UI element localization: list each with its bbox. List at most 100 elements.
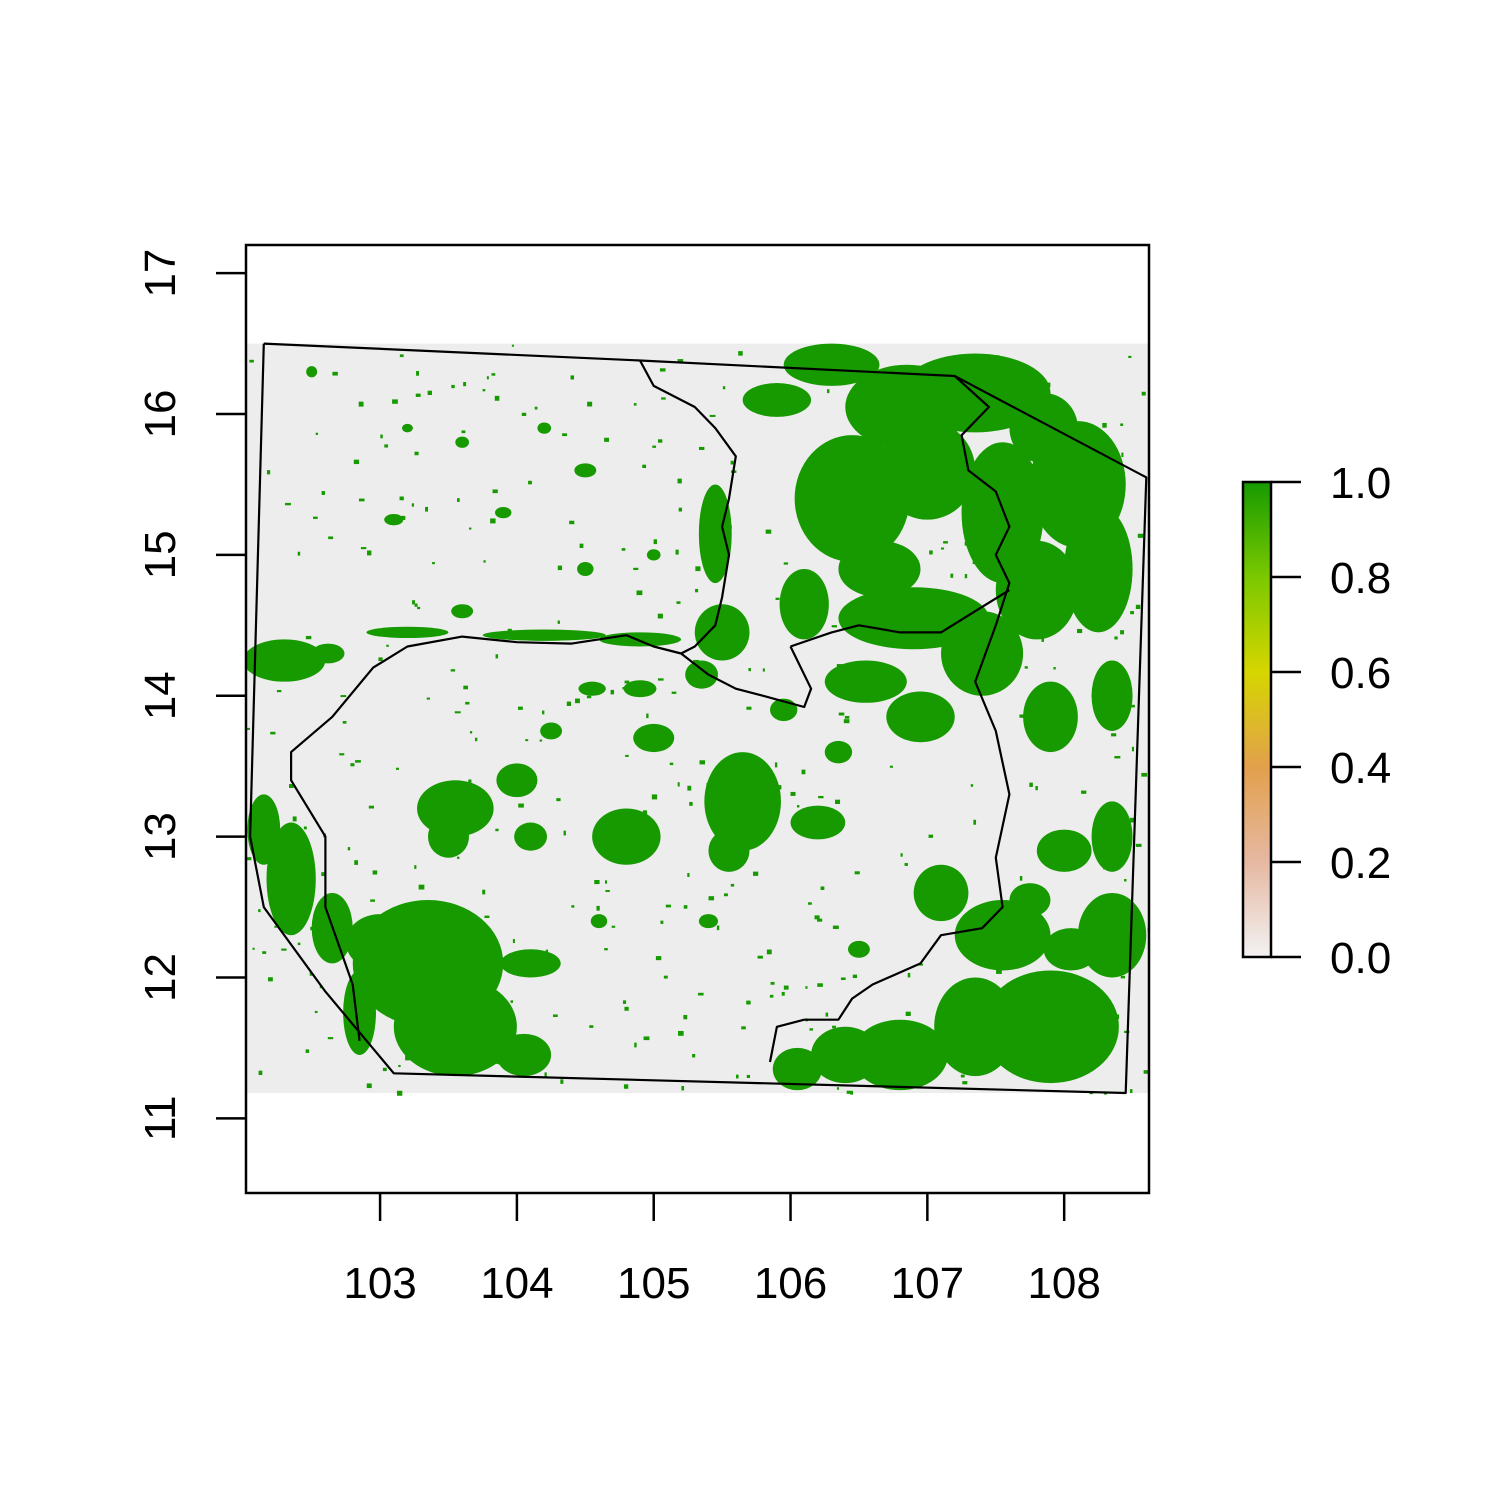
country-border — [790, 589, 1010, 648]
forest-patch — [772, 1047, 823, 1091]
forest-pixel — [882, 691, 885, 696]
forest-pixel — [900, 853, 903, 857]
forest-pixel — [643, 1036, 650, 1041]
forest-pixel — [354, 860, 358, 865]
forest-pixel — [988, 416, 991, 420]
forest-pixel — [831, 625, 838, 628]
forest-pixel — [350, 763, 355, 767]
forest-patch — [246, 639, 326, 682]
forest-pixel — [1131, 746, 1135, 752]
forest-pixel — [486, 376, 489, 380]
forest-pixel — [454, 711, 461, 714]
forest-pixel — [746, 1000, 751, 1005]
forest-pixel — [646, 681, 649, 686]
forest-pixel — [579, 543, 584, 548]
forest-pixel — [1143, 1070, 1149, 1074]
forest-patch — [496, 763, 538, 798]
forest-pixel — [797, 401, 801, 406]
forest-patch — [698, 914, 719, 929]
forest-pixel — [1049, 744, 1053, 747]
forest-pixel — [1115, 1014, 1120, 1020]
forest-pixel — [268, 977, 273, 982]
forest-patch — [266, 822, 316, 936]
forest-pixel — [783, 562, 789, 565]
forest-pixel — [986, 910, 993, 914]
forest-pixel — [557, 620, 560, 624]
forest-pixel — [943, 541, 948, 544]
forest-pixel — [952, 903, 956, 908]
forest-pixel — [328, 536, 334, 540]
forest-pixel — [569, 520, 575, 525]
forest-pixel — [1041, 637, 1045, 642]
forest-patch — [941, 611, 1024, 696]
forest-pixel — [850, 1035, 856, 1041]
forest-pixel — [1129, 817, 1135, 823]
forest-pixel — [386, 644, 389, 647]
forest-patch — [995, 540, 1078, 640]
forest-pixel — [703, 521, 707, 525]
forest-pixel — [940, 547, 945, 550]
x-axis: 103 104 105 106 107 108 — [343, 1193, 1101, 1308]
forest-pixel — [689, 801, 693, 806]
forest-pixel — [955, 883, 961, 889]
forest-pixel — [840, 977, 846, 980]
forest-pixel — [1121, 452, 1124, 458]
forest-pixel — [353, 459, 360, 465]
boundary-lines — [249, 342, 1148, 1095]
forest-pixel — [468, 527, 472, 530]
forest-pixel — [518, 803, 524, 808]
forest-pixel — [910, 724, 917, 729]
forest-pixel — [877, 661, 882, 667]
forest-pixel — [263, 860, 268, 864]
forest-pixel — [1118, 494, 1125, 498]
forest-pixel — [663, 975, 668, 979]
legend-tick-label: 0.4 — [1330, 744, 1391, 793]
forest-pixel — [457, 498, 460, 502]
forest-pixel — [498, 1058, 504, 1062]
forest-pixel — [305, 1049, 310, 1053]
forest-patch — [913, 864, 969, 922]
forest-pixel — [850, 1090, 854, 1095]
forest-pixel — [586, 695, 592, 699]
forest-pixel — [677, 478, 682, 484]
forest-pixel — [681, 1085, 685, 1091]
legend-gradient — [1243, 482, 1271, 957]
forest-pixel — [1128, 355, 1132, 359]
forest-pixel — [512, 939, 515, 944]
forest-pixel — [1067, 441, 1072, 445]
forest-pixel — [1033, 475, 1038, 481]
forest-pixel — [418, 884, 425, 890]
forest-pixel — [507, 628, 512, 633]
forest-pixel — [874, 506, 881, 510]
x-tick-label: 106 — [754, 1259, 827, 1308]
forest-pixel — [425, 506, 429, 512]
forest-pixel — [1111, 733, 1117, 737]
forest-patch — [577, 561, 594, 577]
forest-patch — [401, 423, 413, 433]
forest-pixel — [790, 791, 796, 796]
forest-patch — [824, 740, 853, 764]
forest-pixel — [750, 836, 756, 841]
forest-pixel — [1123, 846, 1127, 849]
forest-pixel — [746, 706, 752, 710]
forest-pixel — [1046, 1057, 1051, 1061]
legend-tick-label: 1.0 — [1330, 459, 1391, 508]
forest-pixel — [781, 991, 785, 996]
forest-pixel — [839, 438, 843, 441]
forest-pixel — [276, 690, 282, 693]
forest-pixel — [738, 351, 743, 356]
legend-tick-label: 0.2 — [1330, 839, 1391, 888]
forest-patch — [537, 422, 552, 434]
forest-patch — [934, 977, 1017, 1077]
forest-pixel — [665, 904, 671, 908]
forest-pixel — [999, 578, 1005, 583]
forest-pixel — [1019, 714, 1025, 718]
forest-pixel — [297, 900, 302, 905]
forest-pixel — [303, 826, 307, 830]
forest-pixel — [482, 889, 486, 895]
forest-patch — [790, 805, 846, 840]
forest-pixel — [1013, 426, 1020, 432]
forest-pixel — [683, 1014, 688, 1020]
forest-pixel — [857, 396, 860, 401]
forest-pixel — [836, 664, 843, 668]
